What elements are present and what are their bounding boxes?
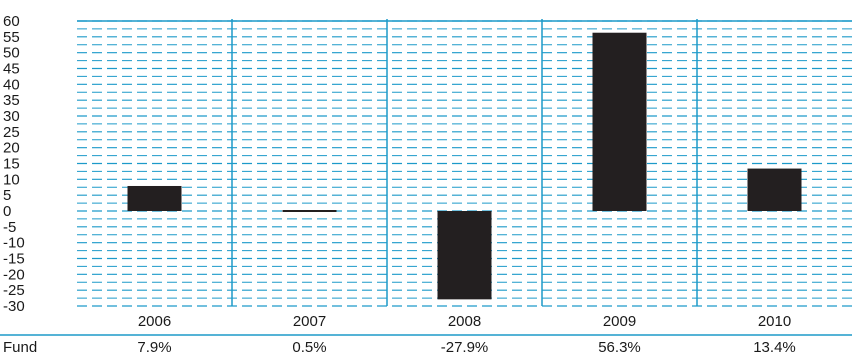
- bar-2010: [747, 168, 802, 211]
- y-tick-label: -25: [3, 282, 25, 299]
- bar-2008: [437, 211, 492, 300]
- y-axis-ticks: 605550454035302520151050-5-10-15-20-25-3…: [3, 13, 25, 315]
- bar-2009: [592, 32, 647, 211]
- y-tick-label: 60: [3, 13, 20, 30]
- bars: [127, 32, 802, 300]
- fund-return-value: 0.5%: [292, 339, 326, 356]
- table-row-label: Fund: [3, 339, 37, 356]
- fund-returns-row: Fund 7.9% 0.5% -27.9% 56.3% 13.4%: [0, 334, 852, 356]
- y-tick-label: 20: [3, 140, 20, 157]
- x-category-label: 2008: [448, 313, 481, 330]
- y-tick-label: -15: [3, 251, 25, 268]
- y-tick-label: 10: [3, 171, 20, 188]
- x-axis-categories: 2006 2007 2008 2009 2010: [138, 313, 791, 330]
- fund-return-value: 7.9%: [137, 339, 171, 356]
- y-tick-label: 15: [3, 156, 20, 173]
- y-tick-label: -5: [3, 219, 16, 236]
- bar-2007: [282, 210, 337, 212]
- y-tick-label: -30: [3, 298, 25, 315]
- y-tick-label: 25: [3, 124, 20, 141]
- y-tick-label: 0: [3, 203, 11, 220]
- x-category-label: 2009: [603, 313, 636, 330]
- grid-lines: [77, 19, 852, 307]
- y-tick-label: 55: [3, 29, 20, 46]
- y-tick-label: 40: [3, 76, 20, 93]
- bar-2006: [127, 185, 182, 211]
- y-tick-label: 5: [3, 187, 11, 204]
- fund-return-value: 13.4%: [753, 339, 796, 356]
- y-tick-label: 50: [3, 45, 20, 62]
- fund-return-value: 56.3%: [598, 339, 641, 356]
- y-tick-label: -10: [3, 235, 25, 252]
- y-tick-label: 30: [3, 108, 20, 125]
- x-category-label: 2010: [758, 313, 791, 330]
- x-category-label: 2007: [293, 313, 326, 330]
- y-tick-label: 45: [3, 61, 20, 78]
- y-tick-label: 35: [3, 92, 20, 109]
- y-tick-label: -20: [3, 266, 25, 283]
- fund-return-value: -27.9%: [441, 339, 489, 356]
- x-category-label: 2006: [138, 313, 171, 330]
